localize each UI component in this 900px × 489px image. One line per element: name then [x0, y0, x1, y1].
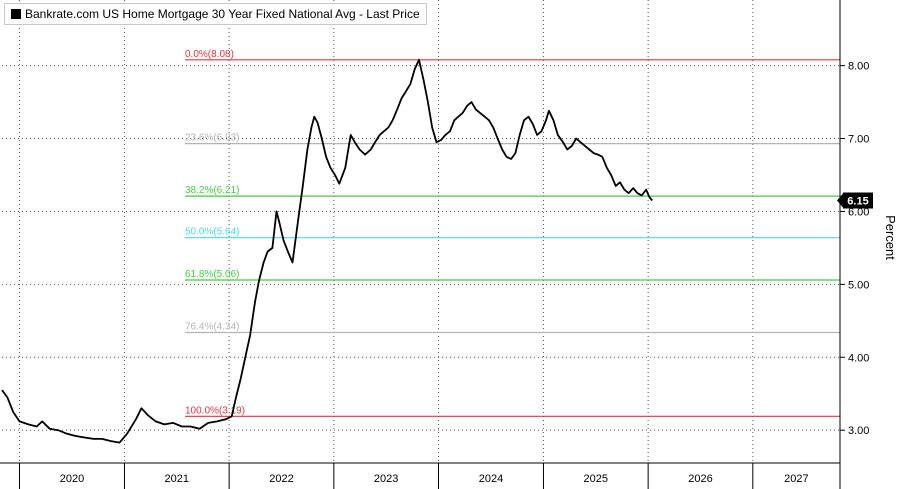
x-tick-label: 2020 [60, 473, 84, 485]
x-tick-label: 2027 [784, 473, 808, 485]
fib-level-label: 76.4%(4.34) [185, 321, 239, 332]
series-layer [1, 58, 653, 444]
fib-level-label: 23.6%(6.93) [185, 133, 239, 144]
x-tick-label: 2026 [688, 473, 712, 485]
series-line [1, 58, 653, 444]
legend: Bankrate.com US Home Mortgage 30 Year Fi… [4, 3, 427, 25]
fibonacci-levels: 0.0%(8.08) 23.6%(6.93) 38.2%(6.21) 50.0%(5.… [185, 49, 840, 417]
legend-swatch [11, 9, 21, 19]
last-value-label: 6.15 [847, 196, 868, 208]
y-tick-label: 4.00 [848, 352, 869, 364]
x-tick-label: 2022 [269, 473, 293, 485]
x-tick-label: 2021 [165, 473, 189, 485]
y-tick-label: 8.00 [848, 61, 869, 73]
x-tick-label: 2024 [479, 473, 503, 485]
last-value-pointer [837, 193, 843, 208]
fib-level-label: 50.0%(5.64) [185, 227, 239, 238]
x-tick-label: 2023 [374, 473, 398, 485]
last-value-badge [843, 192, 873, 209]
fib-level-label: 0.0%(8.08) [185, 49, 234, 60]
y-axis-label: Percent [882, 215, 898, 260]
legend-label: Bankrate.com US Home Mortgage 30 Year Fi… [25, 7, 420, 21]
x-tick-label: 2025 [584, 473, 608, 485]
fib-level-label: 61.8%(5.06) [185, 269, 239, 280]
y-tick-label: 7.00 [848, 134, 869, 146]
fib-level-label: 100.0%(3.19) [185, 405, 245, 416]
y-tick-label: 5.00 [848, 279, 869, 291]
y-tick-label: 6.00 [848, 206, 869, 218]
y-tick-label: 3.00 [848, 425, 869, 437]
fib-level-label: 38.2%(6.21) [185, 185, 239, 196]
axes: 3.00 4.00 5.00 6.00 7.00 8.00 2020 2021 2022 2023… [0, 0, 873, 489]
